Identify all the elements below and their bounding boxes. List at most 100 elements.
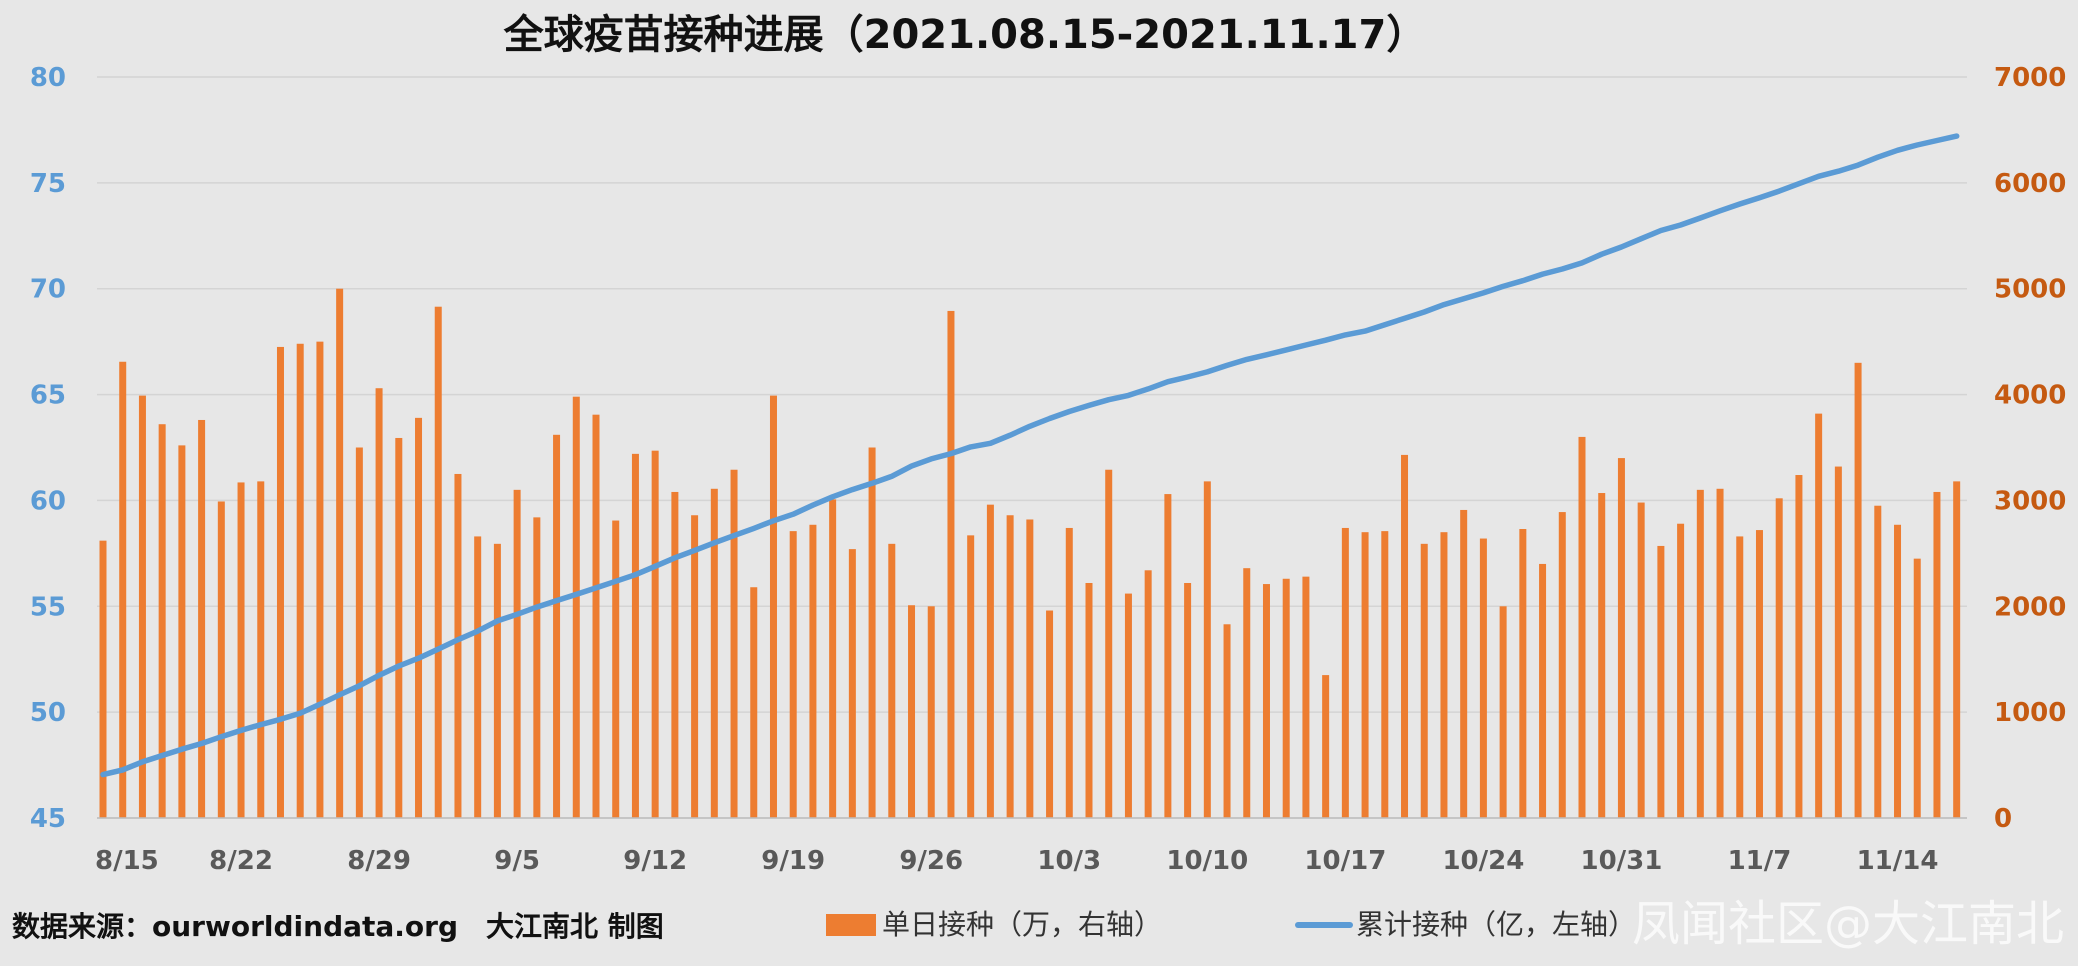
bar xyxy=(1243,568,1251,818)
bar xyxy=(1026,519,1034,818)
bar xyxy=(355,447,363,818)
bar xyxy=(1381,531,1389,818)
bar xyxy=(1479,538,1487,818)
y-right-tick-label: 1000 xyxy=(1994,698,2066,728)
bar xyxy=(1223,624,1231,818)
bar xyxy=(1558,512,1566,818)
bar xyxy=(257,481,265,818)
y-right-tick-label: 0 xyxy=(1994,804,2012,834)
bar xyxy=(691,515,699,818)
bar xyxy=(1736,536,1744,818)
bar xyxy=(1440,532,1448,818)
x-tick-label: 9/26 xyxy=(899,846,963,876)
bar xyxy=(1894,524,1902,818)
bar xyxy=(1854,362,1862,818)
bar xyxy=(572,396,580,818)
bar xyxy=(651,450,659,818)
bar xyxy=(1124,593,1132,818)
bar xyxy=(848,549,856,818)
bar xyxy=(1874,505,1882,818)
bar xyxy=(1105,469,1113,818)
bar xyxy=(789,531,797,818)
y-right-tick-label: 2000 xyxy=(1994,592,2066,622)
x-tick-label: 9/5 xyxy=(494,846,540,876)
x-tick-label: 9/12 xyxy=(623,846,687,876)
bar xyxy=(533,517,541,818)
legend-label-cumulative: 累计接种（亿，左轴） xyxy=(1356,908,1636,941)
bar xyxy=(1637,502,1645,818)
bar xyxy=(1302,576,1310,818)
bar xyxy=(1913,558,1921,818)
bar xyxy=(612,520,620,818)
bar xyxy=(1795,475,1803,818)
x-tick-label: 9/19 xyxy=(761,846,825,876)
line-series xyxy=(100,133,1960,778)
x-tick-label: 10/17 xyxy=(1304,846,1386,876)
bar xyxy=(99,540,107,818)
bar xyxy=(434,306,442,818)
bar xyxy=(1578,436,1586,818)
bar xyxy=(1519,529,1527,818)
bar xyxy=(119,361,127,818)
bar xyxy=(395,437,403,818)
bar xyxy=(493,543,501,818)
y-right-tick-label: 5000 xyxy=(1994,275,2066,305)
bar-series xyxy=(99,288,1961,818)
y-right-tick-label: 3000 xyxy=(1994,486,2066,516)
x-tick-label: 10/24 xyxy=(1442,846,1524,876)
bar xyxy=(888,543,896,818)
bar xyxy=(1933,491,1941,818)
bar xyxy=(375,388,383,818)
y-right-tick-label: 6000 xyxy=(1994,169,2066,199)
x-tick-label: 8/22 xyxy=(209,846,273,876)
bar xyxy=(1598,493,1606,818)
bar xyxy=(769,395,777,818)
watermark-text: 凤闻社区@大江南北 xyxy=(1632,896,2064,952)
y-left-tick-label: 65 xyxy=(30,381,66,411)
axes: 80 75 70 65 60 55 50 45 7000 6000 5000 4000 3000 2000… xyxy=(30,63,2067,876)
bar xyxy=(868,447,876,818)
bar xyxy=(908,605,916,818)
bar xyxy=(1539,563,1547,818)
y-left-tick-label: 55 xyxy=(30,592,66,622)
bar xyxy=(1164,494,1172,818)
cumulative-line xyxy=(100,133,1960,778)
bar xyxy=(1046,610,1054,818)
y-left-tick-label: 50 xyxy=(30,698,66,728)
bar xyxy=(671,491,679,818)
bar xyxy=(1184,582,1192,818)
bar xyxy=(553,434,561,818)
bar xyxy=(1203,481,1211,818)
bar xyxy=(809,524,817,818)
bar xyxy=(1085,582,1093,818)
bar xyxy=(1420,543,1428,818)
bar xyxy=(1282,578,1290,818)
bar xyxy=(1401,454,1409,818)
x-tick-label: 11/7 xyxy=(1728,846,1792,876)
bar xyxy=(592,414,600,818)
bar xyxy=(1815,413,1823,818)
legend-label-daily: 单日接种（万，右轴） xyxy=(882,908,1162,941)
bar xyxy=(986,504,994,818)
bar xyxy=(1775,498,1783,818)
bar xyxy=(1499,606,1507,818)
legend: 单日接种（万，右轴） 累计接种（亿，左轴） xyxy=(826,908,1636,941)
bar xyxy=(198,419,206,818)
bar xyxy=(415,417,423,818)
bar xyxy=(513,489,521,818)
bar xyxy=(316,341,324,818)
bar xyxy=(336,288,344,818)
y-right-tick-label: 7000 xyxy=(1994,63,2066,93)
bar xyxy=(1144,570,1152,818)
bar xyxy=(1834,466,1842,818)
y-left-tick-label: 60 xyxy=(30,486,66,516)
bar xyxy=(1716,488,1724,818)
bar xyxy=(158,424,166,818)
bar xyxy=(1696,489,1704,818)
bar xyxy=(138,395,146,818)
bar xyxy=(1341,527,1349,818)
y-left-tick-label: 45 xyxy=(30,804,66,834)
bar xyxy=(454,473,462,818)
bar xyxy=(237,482,245,818)
